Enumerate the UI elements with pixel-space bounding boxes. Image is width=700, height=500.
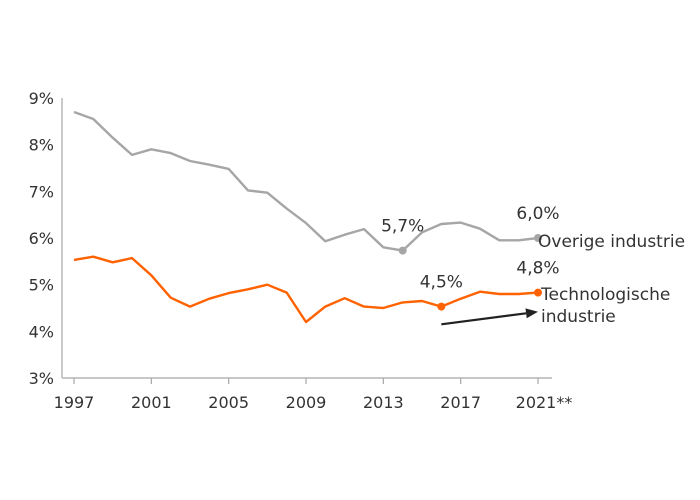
x-tick-label: 1997 <box>54 393 95 412</box>
annotation-label: 5,7% <box>381 217 424 237</box>
y-tick-label: 5% <box>29 276 54 295</box>
y-axis: 3% 4% 5% 6% 7% 8% 9% <box>29 89 63 388</box>
annotation-label: 4,8% <box>516 259 559 279</box>
arrow-shaft <box>441 312 527 326</box>
annotation-marker <box>398 246 407 255</box>
series-lines <box>73 110 539 324</box>
annotation-marker <box>534 288 542 297</box>
x-tick-label: 2017 <box>440 393 481 412</box>
x-tick-label: 2009 <box>286 393 327 412</box>
x-tick-label: 2021** <box>516 393 573 412</box>
x-tick-label: 2001 <box>131 393 172 412</box>
x-axis: 1997 2001 2005 2009 2013 2017 2021** <box>54 377 573 412</box>
series-label-line-1: Technologische <box>540 285 670 305</box>
annotation-label: 6,0% <box>516 204 559 224</box>
y-tick-label: 9% <box>29 89 54 108</box>
y-tick-label: 4% <box>29 322 54 341</box>
series-label-line-2: industrie <box>541 307 616 327</box>
y-tick-label: 7% <box>29 182 54 201</box>
arrow-head <box>525 308 538 319</box>
series-line-0 <box>73 110 539 252</box>
annotation-label: 4,5% <box>420 273 463 293</box>
series-line-1 <box>73 255 539 324</box>
annotation-marker <box>437 302 446 311</box>
x-tick-label: 2005 <box>208 393 249 412</box>
y-tick-label: 8% <box>29 136 54 155</box>
trend-arrow <box>441 308 538 326</box>
annotations: 5,7% 6,0% 4,5% 4,8% <box>381 204 560 311</box>
series-label-overige-industrie: Overige industrie <box>538 232 685 252</box>
y-tick-label: 6% <box>29 229 54 248</box>
series-label-technologische-industrie: Technologische industrie <box>540 285 676 327</box>
annotation-marker <box>534 234 542 242</box>
series-labels: Overige industrie Technologische industr… <box>538 232 685 327</box>
y-tick-label: 3% <box>29 369 54 388</box>
x-tick-label: 2013 <box>363 393 404 412</box>
